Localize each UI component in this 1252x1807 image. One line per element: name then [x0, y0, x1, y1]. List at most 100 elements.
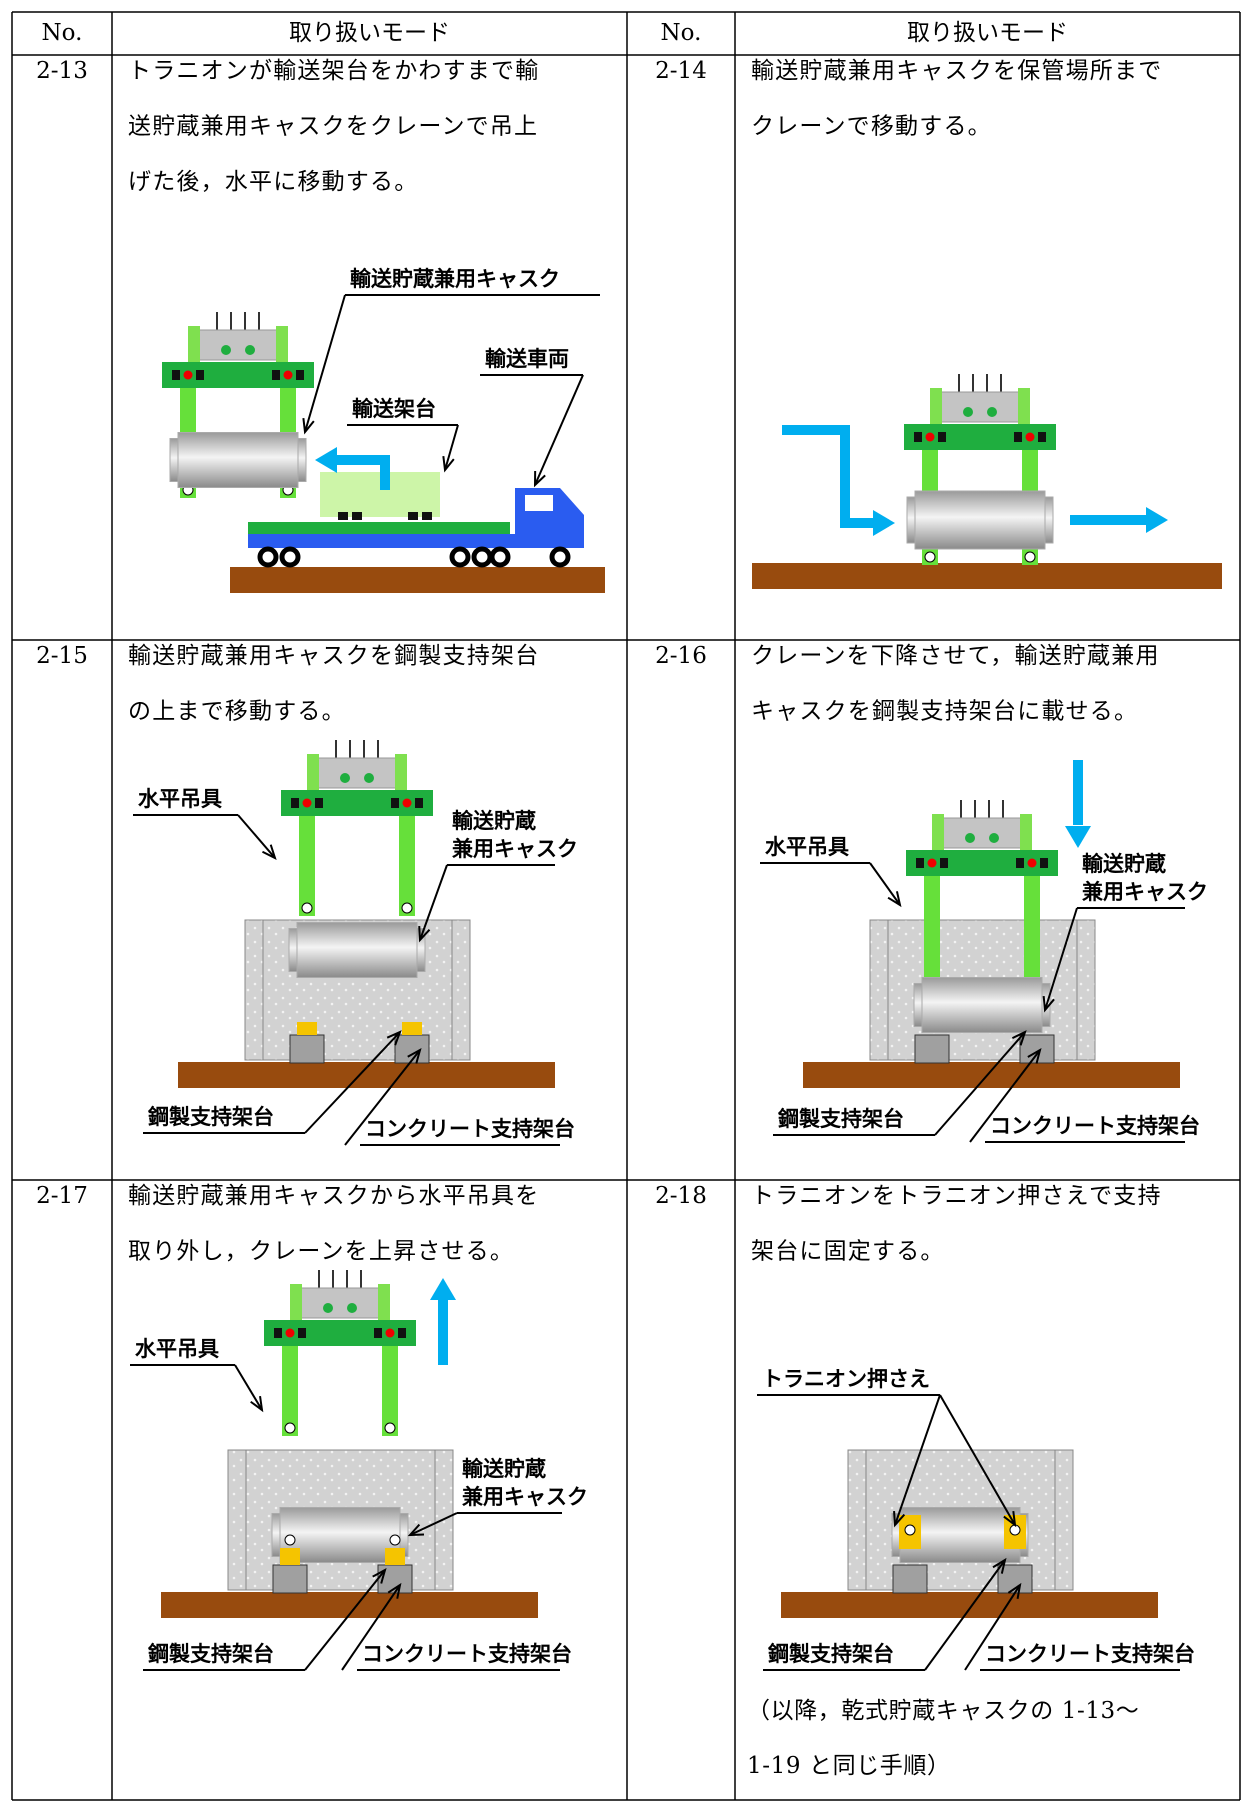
arm-pin	[401, 902, 413, 914]
step-text: キャスクを鋼製支持架台に載せる。	[751, 699, 1138, 725]
cask-end	[169, 438, 179, 482]
diagram-label: 鋼製支持架台	[147, 1105, 274, 1129]
trunnion	[904, 1524, 916, 1536]
cask-end	[288, 928, 298, 972]
leader-arrow	[302, 417, 315, 435]
diagram-label: コンクリート支持架台	[362, 1642, 572, 1666]
hanger-head	[937, 391, 1023, 423]
ground	[230, 567, 605, 593]
trunnion-seat	[385, 1548, 405, 1565]
steel-support	[272, 1564, 308, 1594]
marker	[1038, 432, 1046, 442]
leader-arrow	[250, 1395, 264, 1413]
cask-end	[297, 438, 307, 482]
step-text: 輸送貯蔵兼用キャスクを鋼製支持架台	[128, 643, 539, 669]
marker	[315, 798, 323, 808]
hanger-pin	[245, 345, 255, 355]
leader-arrow	[1011, 1030, 1027, 1046]
step-text: 架台に固定する。	[751, 1239, 945, 1265]
hanger-clamp	[290, 1284, 302, 1320]
marker	[283, 370, 293, 380]
leader-line	[924, 1559, 1006, 1671]
diagram-label: トラニオン押さえ	[762, 1367, 930, 1391]
step-text: 輸送貯蔵兼用キャスクから水平吊具を	[128, 1183, 539, 1209]
marker	[298, 1328, 306, 1338]
hanger-clamp	[307, 754, 319, 790]
leader-line	[894, 1394, 941, 1526]
leader-arrow	[1007, 1582, 1022, 1599]
hanger-arm	[299, 816, 315, 916]
wheel	[471, 546, 493, 568]
hanger-clamp	[1018, 388, 1030, 424]
leader-line	[237, 814, 276, 859]
marker	[914, 432, 922, 442]
m	[338, 512, 348, 520]
leader-line	[444, 424, 459, 471]
marker	[925, 432, 935, 442]
leader-arrow	[1042, 995, 1055, 1013]
arm-pin	[384, 1422, 396, 1434]
truck-body	[248, 534, 584, 548]
hanger-arm	[399, 816, 415, 916]
marker	[391, 798, 399, 808]
move-arrow	[330, 455, 390, 490]
hanger-pin	[221, 345, 231, 355]
ground	[781, 1592, 1158, 1618]
move-arrow	[782, 425, 880, 528]
marker	[296, 370, 304, 380]
hanger-pin	[323, 1303, 333, 1313]
leader-line	[964, 1584, 1021, 1671]
wheel	[279, 546, 301, 568]
marker	[938, 432, 946, 442]
marker	[196, 370, 204, 380]
leader-line	[234, 1364, 263, 1411]
arm-pin	[284, 1422, 296, 1434]
step-text: 送貯蔵兼用キャスクをクレーンで吊上	[128, 114, 538, 140]
leader-arrow	[887, 891, 902, 908]
marker	[1014, 432, 1022, 442]
arm-pin	[301, 902, 313, 914]
m	[408, 512, 418, 520]
marker	[285, 1328, 295, 1338]
hanger-arm	[924, 876, 940, 1006]
step-text: 取り外し，クレーンを上昇させる。	[128, 1239, 514, 1265]
leader-arrow	[262, 844, 277, 860]
cask	[914, 490, 1046, 550]
flatbed	[248, 522, 510, 534]
cask	[177, 432, 299, 488]
hanger-head	[939, 817, 1025, 849]
step-note: （以降，乾式貯蔵キャスクの 1-13～	[747, 1698, 1139, 1724]
leader-line	[341, 1584, 401, 1671]
leader-line	[869, 862, 901, 906]
leader-line	[304, 294, 346, 433]
wheel	[257, 546, 279, 568]
leader-line	[969, 1049, 1041, 1143]
diagram-label: コンクリート支持架台	[990, 1114, 1200, 1138]
cask-end	[913, 983, 923, 1027]
marker	[291, 798, 299, 808]
diagram-label: 水平吊具	[138, 787, 222, 811]
hanger-arm	[282, 1346, 298, 1436]
ground	[803, 1062, 1180, 1088]
hanger-clamp	[188, 326, 200, 362]
steel-support	[289, 1034, 325, 1064]
diagram-label: 水平吊具	[765, 835, 849, 859]
step-text: クレーンで移動する。	[751, 114, 992, 140]
wheel	[449, 546, 471, 568]
leader-line	[934, 1031, 1026, 1136]
diagram-label: 水平吊具	[135, 1337, 219, 1361]
hanger-pin	[963, 407, 973, 417]
hanger-clamp	[378, 1284, 390, 1320]
marker	[274, 1328, 282, 1338]
hanger-clamp	[1020, 814, 1032, 850]
diagram-label: 輸送貯蔵	[462, 1457, 546, 1481]
leader-arrow	[407, 1523, 425, 1537]
marker	[183, 370, 193, 380]
leader-arrow	[372, 1567, 387, 1584]
leader-line	[939, 1394, 1016, 1526]
diagram-label: 鋼製支持架台	[767, 1642, 894, 1666]
hanger-pin	[340, 773, 350, 783]
marker	[415, 798, 423, 808]
step-text: クレーンを下降させて，輸送貯蔵兼用	[751, 643, 1160, 669]
header-cell: 取り扱いモード	[907, 20, 1068, 46]
